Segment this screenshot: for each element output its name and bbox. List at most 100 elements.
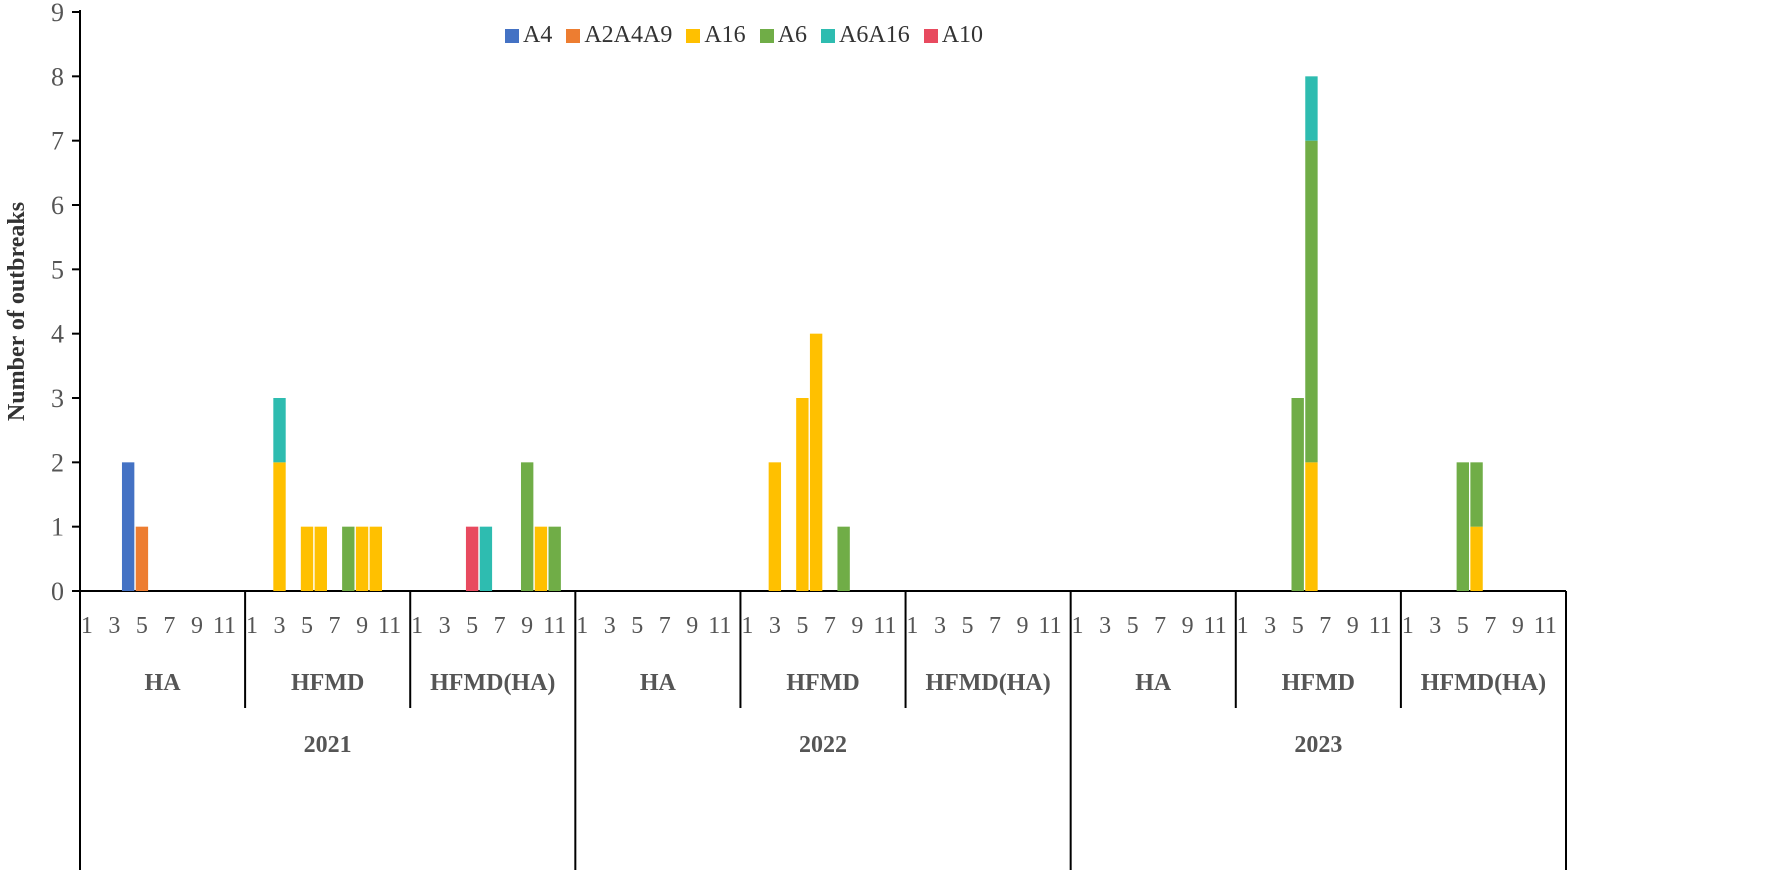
y-tick-label: 1 [51,513,64,542]
bar-segment-a16 [1470,526,1483,591]
month-tick-label: 7 [1319,613,1331,639]
category-label: HFMD(HA) [925,670,1050,696]
bar-segment-a16 [796,398,809,591]
month-tick-label: 11 [873,613,896,639]
y-tick-label: 3 [51,384,64,413]
bar-segment-a6 [1305,140,1318,463]
legend-label: A10 [941,22,984,48]
month-tick-label: 9 [191,613,203,639]
month-tick-label: 9 [1347,613,1359,639]
category-label: HFMD [1282,670,1355,696]
month-tick-label: 3 [604,613,616,639]
bar-segment-a6 [1456,462,1469,591]
legend-swatch [566,28,581,43]
legend-label: A6 [777,22,808,48]
bar-segment-a16 [534,526,548,591]
bar-segment-a2a4a9 [135,526,149,591]
month-tick-label: 7 [494,613,506,639]
month-tick-label: 5 [466,613,478,639]
year-label: 2021 [304,732,352,758]
bar-segment-a16 [355,526,369,591]
month-tick-label: 3 [274,613,286,639]
month-tick-label: 7 [163,613,175,639]
month-tick-label: 1 [741,613,753,639]
month-tick-label: 5 [961,613,973,639]
bar-segment-a16 [1305,462,1318,591]
y-tick-label: 2 [51,448,64,477]
y-tick-label: 8 [51,62,64,91]
legend-item: A4 [505,22,552,49]
month-tick-label: 11 [1204,613,1227,639]
month-tick-label: 1 [1237,613,1249,639]
legend-swatch [821,28,836,43]
legend-swatch [759,28,774,43]
y-tick-label: 7 [51,127,64,156]
month-tick-label: 5 [796,613,808,639]
month-tick-label: 3 [769,613,781,639]
y-tick-label: 6 [51,191,64,220]
legend-label: A16 [704,22,746,48]
month-tick-label: 7 [659,613,671,639]
month-tick-label: 9 [521,613,533,639]
month-tick-label: 7 [329,613,341,639]
month-tick-label: 1 [81,613,93,639]
legend-item: A6 [759,22,808,49]
month-tick-label: 9 [686,613,698,639]
category-label: HFMD(HA) [1421,670,1546,696]
y-axis-title: Number of outbreaks [4,202,30,421]
year-label: 2022 [799,732,847,758]
category-label: HA [145,670,182,696]
month-tick-label: 3 [1264,613,1276,639]
month-tick-label: 11 [1534,613,1557,639]
bar-segment-a6a16 [1305,76,1318,141]
month-tick-label: 1 [906,613,918,639]
month-tick-label: 5 [1127,613,1139,639]
month-tick-label: 3 [1099,613,1111,639]
month-tick-label: 3 [934,613,946,639]
month-tick-label: 9 [1512,613,1524,639]
month-tick-label: 7 [824,613,836,639]
y-tick-label: 4 [51,320,64,349]
month-tick-label: 7 [1154,613,1166,639]
month-tick-label: 7 [1484,613,1496,639]
month-tick-label: 11 [378,613,401,639]
bar-segment-a6 [1470,462,1483,527]
bar-segment-a6 [548,526,561,591]
month-tick-label: 5 [136,613,148,639]
month-tick-label: 1 [1072,613,1084,639]
legend-item: A10 [923,22,984,49]
bar-segment-a16 [369,526,383,591]
month-tick-label: 5 [631,613,643,639]
month-tick-label: 3 [108,613,120,639]
bar-segment-a6 [342,526,355,591]
legend-swatch [686,28,701,43]
month-tick-label: 11 [1038,613,1061,639]
bar-segment-a6 [1291,398,1304,591]
bar-segment-a16 [768,462,782,591]
bar-segment-a6 [520,462,534,591]
month-tick-label: 11 [1369,613,1392,639]
month-tick-label: 3 [1429,613,1441,639]
legend-label: A6A16 [839,22,910,48]
month-tick-label: 9 [1017,613,1029,639]
month-tick-label: 1 [576,613,588,639]
bar-segment-a6a16 [479,526,493,591]
legend-swatch [505,28,519,43]
bar-segment-a16 [314,526,327,591]
month-tick-label: 1 [1402,613,1414,639]
legend-swatch [923,28,938,43]
month-tick-label: 7 [989,613,1001,639]
month-tick-label: 9 [356,613,368,639]
bar-segment-a6 [837,526,850,591]
month-tick-label: 1 [246,613,258,639]
month-tick-label: 11 [708,613,731,639]
month-tick-label: 5 [1292,613,1304,639]
bar-segment-a10 [465,526,479,591]
bar-segment-a6a16 [273,398,286,463]
bar-segment-a16 [273,462,286,591]
category-label: HFMD(HA) [430,670,555,696]
month-tick-label: 3 [439,613,451,639]
category-label: HA [640,670,677,696]
chart-legend: A4 A2A4A9 A16 A6 A6A16 A10 [505,22,997,49]
